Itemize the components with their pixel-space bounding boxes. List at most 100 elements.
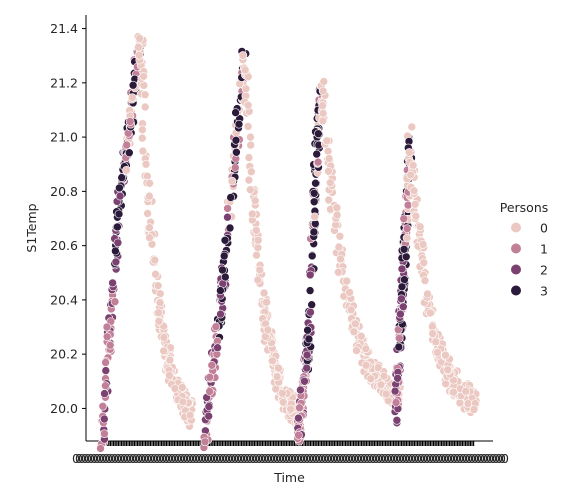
x-tick-label: 0 <box>414 451 422 466</box>
x-tick-label: 0 <box>456 451 464 466</box>
data-point <box>286 404 296 414</box>
data-point <box>101 381 110 391</box>
data-point <box>143 209 152 218</box>
x-tick-label: 0 <box>234 451 242 466</box>
data-point <box>135 34 144 43</box>
x-tick-label: 0 <box>237 451 245 466</box>
data-point <box>324 154 334 163</box>
data-point <box>398 302 408 312</box>
data-point <box>306 307 315 317</box>
data-point <box>100 389 109 398</box>
data-point <box>243 122 253 131</box>
x-tick-label: 0 <box>291 451 299 466</box>
data-point <box>323 146 333 156</box>
data-point <box>231 108 240 117</box>
x-tick-label: 0 <box>84 451 92 466</box>
x-tick-label: 0 <box>396 451 404 466</box>
x-tick-label: 0 <box>465 451 473 466</box>
x-tick-label: 0 <box>501 451 509 466</box>
data-point <box>185 410 195 420</box>
data-point <box>311 178 320 188</box>
x-tick-label: 0 <box>498 451 506 466</box>
data-point <box>274 363 283 373</box>
data-point <box>351 319 360 329</box>
data-point <box>253 236 263 245</box>
data-point <box>391 398 401 407</box>
x-tick-label: 0 <box>300 451 308 466</box>
data-point <box>205 387 214 396</box>
data-point <box>150 255 160 265</box>
legend-marker <box>511 222 521 233</box>
data-point <box>105 340 115 350</box>
x-tick-label: 0 <box>438 451 446 466</box>
data-point <box>213 343 222 353</box>
data-point <box>238 51 248 60</box>
data-point <box>138 133 147 143</box>
data-point <box>134 50 144 60</box>
data-point <box>259 288 269 298</box>
data-point <box>396 309 405 319</box>
data-point <box>252 250 261 260</box>
data-point <box>151 269 160 279</box>
x-tick-label: 0 <box>144 451 152 466</box>
data-point <box>227 176 237 186</box>
x-tick-label: 0 <box>96 451 104 466</box>
data-point <box>345 288 354 297</box>
x-tick-label: 0 <box>342 451 350 466</box>
data-point <box>409 186 419 196</box>
data-point <box>250 196 260 206</box>
data-point <box>159 333 169 342</box>
data-point <box>428 322 437 331</box>
x-tick-label: 0 <box>381 451 389 466</box>
data-point <box>381 389 391 399</box>
x-tick-label: 0 <box>177 451 185 466</box>
data-point <box>145 179 154 188</box>
x-tick-label: 0 <box>372 451 380 466</box>
x-tick-label: 0 <box>459 451 467 466</box>
data-point <box>313 129 323 138</box>
data-point <box>165 371 174 380</box>
x-tick-label: 0 <box>90 451 98 466</box>
data-point <box>376 380 386 390</box>
data-point <box>115 183 124 193</box>
x-tick-label: 0 <box>216 451 224 466</box>
x-tick-label: 0 <box>150 451 158 466</box>
x-tick-label: 0 <box>360 451 368 466</box>
legend-label: 0 <box>540 221 548 236</box>
x-tick-label: 0 <box>432 451 440 466</box>
data-point <box>428 329 438 338</box>
x-tick-label: 0 <box>408 451 416 466</box>
data-point <box>200 437 210 447</box>
x-tick-label: 0 <box>222 451 230 466</box>
data-point <box>248 209 257 219</box>
data-point <box>111 257 121 267</box>
x-tick-label: 0 <box>363 451 371 466</box>
data-point <box>390 386 400 396</box>
data-point <box>138 125 147 134</box>
x-tick-label: 0 <box>195 451 203 466</box>
x-tick-label: 0 <box>450 451 458 466</box>
data-point <box>204 402 214 411</box>
data-point <box>318 116 328 126</box>
data-point <box>234 119 244 129</box>
x-tick-label: 0 <box>87 451 95 466</box>
x-tick-label: 0 <box>99 451 107 466</box>
x-tick-label: 0 <box>210 451 218 466</box>
data-point <box>253 275 263 285</box>
x-tick-label: 0 <box>102 451 110 466</box>
x-tick-label: 0 <box>471 451 479 466</box>
x-axis-label: Time <box>273 470 305 485</box>
x-tick-label: 0 <box>330 451 338 466</box>
x-tick-label: 0 <box>411 451 419 466</box>
x-tick-label: 0 <box>333 451 341 466</box>
x-tick-label: 0 <box>135 451 143 466</box>
x-tick-label: 0 <box>324 451 332 466</box>
data-point <box>309 189 319 198</box>
data-point <box>241 84 251 94</box>
data-point <box>100 414 109 424</box>
x-tick-label: 0 <box>474 451 482 466</box>
data-point <box>219 251 229 261</box>
data-point <box>394 333 404 343</box>
data-point <box>400 275 409 285</box>
